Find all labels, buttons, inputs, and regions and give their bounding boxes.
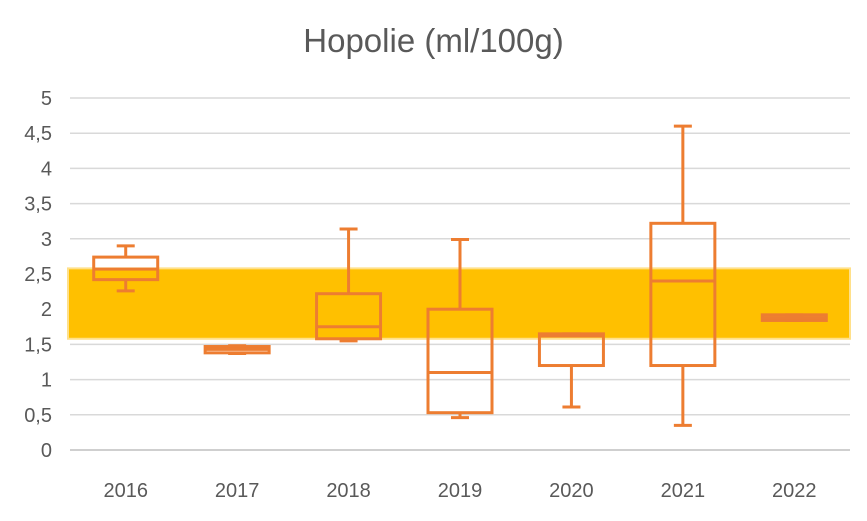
box-2018 (315, 227, 383, 343)
box-iqr (537, 332, 605, 368)
box-2019 (426, 238, 494, 420)
y-tick-label: 2,5 (24, 264, 52, 286)
box-2021 (649, 124, 717, 427)
y-tick-label: 4 (41, 158, 52, 180)
x-tick-label: 2021 (661, 480, 706, 502)
y-tick-label: 3 (41, 229, 52, 251)
y-tick-label: 1 (41, 370, 52, 392)
y-tick-label: 0,5 (24, 405, 52, 427)
x-axis-tick-labels: 2016 2017 2018 2019 2020 2021 2022 (103, 480, 816, 502)
box-2022 (760, 313, 828, 322)
chart-title: Hopolie (ml/100g) (303, 22, 564, 59)
x-tick-label: 2019 (438, 480, 483, 502)
y-tick-label: 4,5 (24, 123, 52, 145)
x-tick-label: 2016 (103, 480, 148, 502)
y-tick-label: 1,5 (24, 334, 52, 356)
box-2020 (537, 332, 605, 409)
boxes (92, 124, 828, 427)
y-tick-label: 5 (41, 88, 52, 110)
y-tick-label: 3,5 (24, 194, 52, 216)
box-2016 (92, 244, 160, 293)
y-tick-label: 2 (41, 299, 52, 321)
x-tick-label: 2022 (772, 480, 817, 502)
y-tick-label: 0 (41, 440, 52, 462)
box-2017 (203, 344, 271, 356)
x-tick-label: 2018 (326, 480, 371, 502)
x-tick-label: 2017 (215, 480, 260, 502)
box-iqr (649, 221, 717, 368)
x-tick-label: 2020 (549, 480, 594, 502)
box-iqr (315, 292, 383, 341)
box-iqr (426, 307, 494, 415)
y-axis-tick-labels: 0 0,5 1 1,5 2 2,5 3 3,5 4 4,5 5 (24, 88, 52, 462)
